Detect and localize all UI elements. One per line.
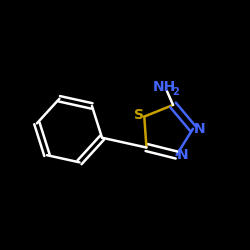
Text: S: S (134, 108, 144, 122)
Text: NH: NH (153, 80, 176, 94)
Text: N: N (193, 122, 205, 136)
Text: 2: 2 (172, 87, 179, 97)
Text: N: N (177, 148, 188, 162)
